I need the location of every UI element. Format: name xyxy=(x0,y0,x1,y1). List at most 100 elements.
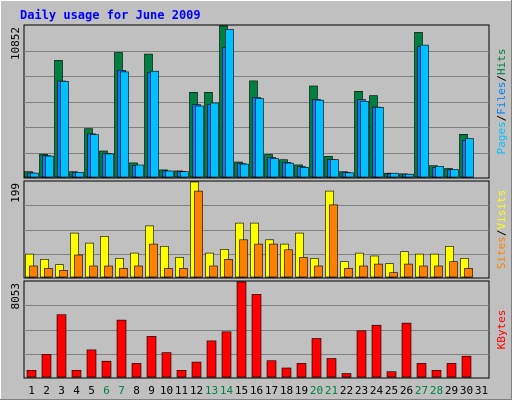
y-axis-max-label: 199 xyxy=(9,183,22,203)
x-tick-label-day-11: 11 xyxy=(175,384,188,397)
bar-pages-day-17 xyxy=(270,158,279,178)
bar-sites-day-18 xyxy=(284,249,293,278)
panel-hits_files_pages: 10852 xyxy=(9,24,490,179)
legend-files: Files xyxy=(495,82,508,115)
bar-sites-day-19 xyxy=(299,257,308,278)
bar-sites-day-22 xyxy=(344,268,353,278)
x-tick-label-day-22: 22 xyxy=(340,384,353,397)
bar-pages-day-9 xyxy=(150,70,159,178)
bar-kbytes-day-22 xyxy=(341,373,352,378)
x-tick-label-day-18: 18 xyxy=(280,384,293,397)
bar-pages-day-16 xyxy=(255,98,264,178)
bar-sites-day-2 xyxy=(44,268,53,278)
x-tick-label-day-14: 14 xyxy=(220,384,234,397)
bar-sites-day-10 xyxy=(164,268,173,278)
bar-sites-day-11 xyxy=(179,268,188,278)
x-tick-label-day-10: 10 xyxy=(160,384,173,397)
bar-kbytes-day-14 xyxy=(221,331,232,378)
x-tick-label-day-31: 31 xyxy=(475,384,488,397)
legend-separator: / xyxy=(495,75,508,82)
bar-sites-day-15 xyxy=(239,239,248,278)
bar-pages-day-8 xyxy=(135,164,144,178)
bar-pages-day-26 xyxy=(405,173,414,178)
bar-pages-day-13 xyxy=(210,102,219,178)
bar-kbytes-day-20 xyxy=(311,338,322,378)
x-tick-label-day-19: 19 xyxy=(295,384,308,397)
bar-kbytes-day-29 xyxy=(446,363,457,378)
bar-pages-day-29 xyxy=(450,169,459,178)
bar-kbytes-day-3 xyxy=(56,314,67,378)
panel-kbytes: 8053 xyxy=(9,280,490,379)
bar-pages-day-4 xyxy=(75,172,84,178)
bar-pages-day-21 xyxy=(330,159,339,178)
x-tick-label-day-9: 9 xyxy=(148,384,155,397)
bar-pages-day-25 xyxy=(390,172,399,178)
bar-sites-day-20 xyxy=(314,265,323,278)
x-tick-label-day-12: 12 xyxy=(190,384,203,397)
x-tick-label-day-25: 25 xyxy=(385,384,398,397)
x-tick-label-day-3: 3 xyxy=(58,384,65,397)
legend-hits: Hits xyxy=(495,49,508,76)
bar-sites-day-13 xyxy=(209,265,218,278)
x-tick-label-day-15: 15 xyxy=(235,384,248,397)
x-tick-label-day-29: 29 xyxy=(445,384,458,397)
bar-kbytes-day-7 xyxy=(116,319,127,378)
legend-separator: / xyxy=(495,115,508,122)
bar-kbytes-day-13 xyxy=(206,340,217,378)
bar-sites-day-14 xyxy=(224,258,233,278)
bar-kbytes-day-9 xyxy=(146,336,157,378)
bar-kbytes-day-4 xyxy=(71,369,82,378)
bar-kbytes-day-2 xyxy=(41,354,52,378)
bar-pages-day-1 xyxy=(30,172,39,178)
bar-sites-day-3 xyxy=(59,269,68,278)
x-tick-label-day-5: 5 xyxy=(88,384,95,397)
bar-kbytes-day-21 xyxy=(326,358,337,378)
bar-pages-day-6 xyxy=(105,153,114,178)
bar-pages-day-15 xyxy=(240,163,249,178)
bar-sites-day-4 xyxy=(74,254,83,278)
bar-pages-day-10 xyxy=(165,170,174,178)
bar-pages-day-22 xyxy=(345,172,354,178)
bar-sites-day-6 xyxy=(104,265,113,278)
x-tick-label-day-7: 7 xyxy=(118,384,125,397)
legend-kbytes: KBytes xyxy=(495,310,508,350)
bar-sites-day-21 xyxy=(329,204,338,278)
bar-pages-day-2 xyxy=(45,155,54,178)
x-tick-label-day-8: 8 xyxy=(133,384,140,397)
bar-sites-day-9 xyxy=(149,243,158,278)
bar-pages-day-28 xyxy=(435,166,444,178)
x-tick-label-day-24: 24 xyxy=(370,384,384,397)
bar-pages-day-20 xyxy=(315,99,324,178)
bar-kbytes-day-8 xyxy=(131,363,142,378)
bar-kbytes-day-12 xyxy=(191,361,202,378)
x-tick-label-day-1: 1 xyxy=(28,384,35,397)
bar-sites-day-29 xyxy=(449,261,458,278)
legend-pages-files-hits: Pages/Files/Hits xyxy=(495,49,508,155)
bar-sites-day-26 xyxy=(404,263,413,278)
bar-pages-day-23 xyxy=(360,101,369,178)
x-tick-label-day-23: 23 xyxy=(355,384,368,397)
bar-sites-day-24 xyxy=(374,263,383,278)
bar-sites-day-23 xyxy=(359,265,368,278)
bar-kbytes-day-5 xyxy=(86,349,97,378)
bar-pages-day-11 xyxy=(180,171,189,178)
bar-kbytes-day-19 xyxy=(296,363,307,378)
legend-pages: Pages xyxy=(495,121,508,154)
chart-title: Daily usage for June 2009 xyxy=(20,8,201,22)
bar-pages-day-5 xyxy=(90,134,99,178)
x-tick-label-day-16: 16 xyxy=(250,384,263,397)
bar-kbytes-day-23 xyxy=(356,330,367,378)
bar-sites-day-27 xyxy=(419,265,428,278)
legend-separator: / xyxy=(495,230,508,237)
bar-kbytes-day-6 xyxy=(101,360,112,378)
y-axis-max-label: 8053 xyxy=(9,283,22,310)
bar-kbytes-day-28 xyxy=(431,369,442,378)
x-tick-label-day-20: 20 xyxy=(310,384,323,397)
bar-kbytes-day-16 xyxy=(251,294,262,378)
x-tick-label-day-4: 4 xyxy=(73,384,80,397)
x-tick-label-day-28: 28 xyxy=(430,384,443,397)
legend-sites: Sites xyxy=(495,236,508,269)
bar-pages-day-24 xyxy=(375,107,384,178)
